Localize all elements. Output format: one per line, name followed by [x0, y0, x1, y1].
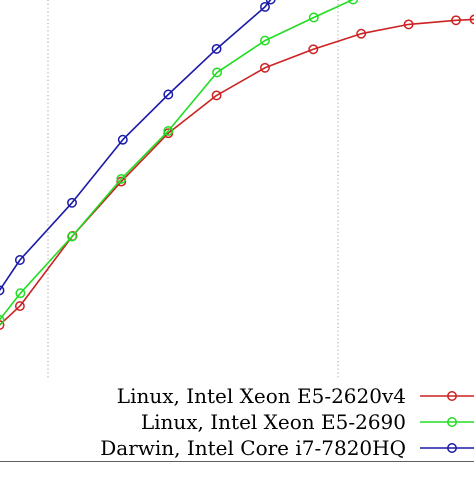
- data-point: [163, 125, 174, 136]
- data-point: [403, 19, 414, 30]
- series-1: [0, 14, 474, 330]
- data-point: [356, 28, 367, 39]
- data-point: [211, 43, 222, 54]
- data-point: [0, 314, 5, 325]
- data-point: [265, 0, 276, 5]
- legend-box: [0, 378, 474, 461]
- data-point: [260, 62, 270, 73]
- series-group: [0, 0, 474, 330]
- legend-marker: [447, 391, 457, 401]
- data-point: [14, 301, 25, 312]
- legend-label: Darwin, Intel Core i7-7820HQ: [100, 436, 406, 460]
- data-point: [14, 255, 25, 265]
- data-point: [67, 231, 77, 242]
- series-line: [0, 0, 354, 321]
- legend-marker: [447, 417, 457, 427]
- series-line: [0, 18, 474, 326]
- series-2: [0, 0, 359, 325]
- series-3: [0, 0, 276, 296]
- legend-label: Linux, Intel Xeon E5-2690: [141, 410, 406, 434]
- legend-label: Linux, Intel Xeon E5-2620v4: [117, 384, 406, 408]
- data-point: [260, 1, 270, 12]
- data-point: [15, 288, 26, 299]
- data-point: [308, 44, 319, 55]
- data-point: [451, 15, 461, 26]
- data-point: [67, 197, 77, 208]
- series-line: [0, 0, 272, 291]
- legend-marker: [447, 443, 457, 453]
- data-point: [469, 14, 474, 25]
- data-point: [0, 320, 5, 330]
- data-point: [163, 89, 174, 100]
- data-point: [211, 90, 222, 101]
- data-point: [260, 35, 270, 46]
- data-point: [117, 134, 128, 145]
- data-point: [116, 176, 127, 187]
- data-point: [308, 12, 319, 23]
- data-point: [116, 173, 127, 184]
- data-point: [0, 285, 5, 296]
- data-point: [212, 67, 223, 78]
- data-point: [348, 0, 359, 5]
